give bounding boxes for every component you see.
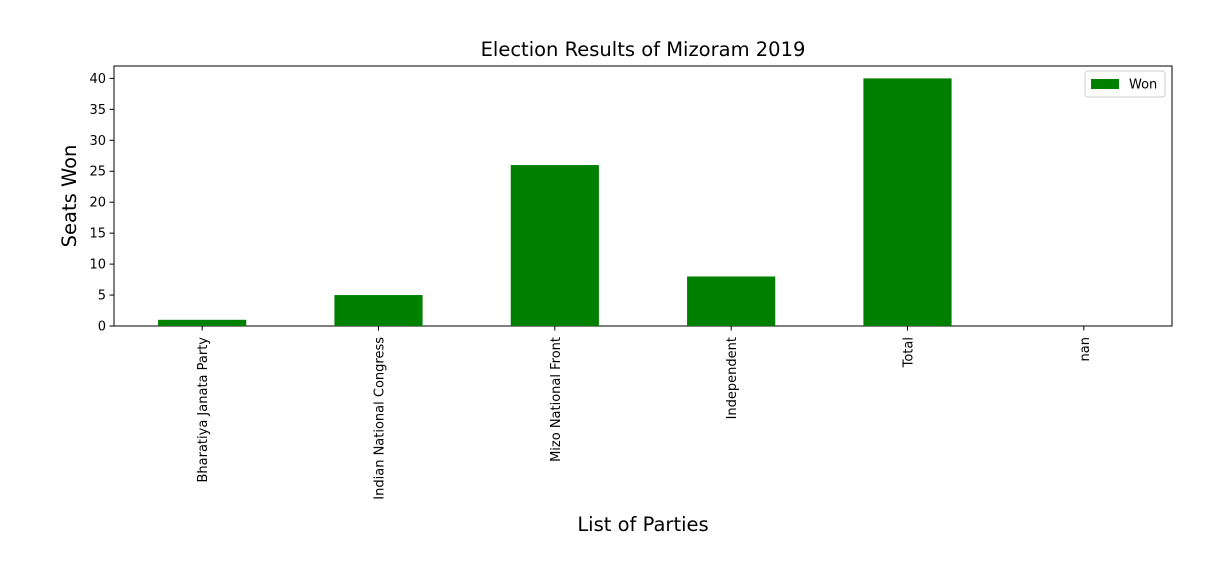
legend-label: Won: [1129, 78, 1157, 93]
legend: Won: [1084, 70, 1166, 98]
y-tick-label: 25: [89, 165, 106, 180]
legend-swatch: [1091, 79, 1119, 89]
y-tick-label: 15: [89, 227, 106, 242]
x-axis: Bharatiya Janata Party Indian National Co…: [196, 326, 1093, 500]
x-tick-label: Independent: [725, 337, 740, 419]
x-tick-label: Indian National Congress: [373, 337, 388, 500]
bar: [510, 165, 599, 326]
bar: [863, 78, 952, 326]
y-tick-label: 5: [98, 289, 106, 304]
x-tick-label: Mizo National Front: [549, 337, 564, 462]
bars-layer: [158, 78, 952, 326]
y-tick-label: 30: [89, 134, 106, 149]
y-tick-label: 40: [89, 72, 106, 87]
bar: [334, 295, 423, 326]
x-axis-label: List of Parties: [577, 513, 708, 536]
x-tick-label: nan: [1078, 337, 1093, 361]
plot-frame: [113, 65, 1173, 327]
x-tick-label: Total: [902, 337, 917, 368]
y-tick-label: 20: [89, 196, 106, 211]
chart-title: Election Results of Mizoram 2019: [481, 38, 806, 61]
y-axis-label: Seats Won: [58, 145, 81, 248]
bar: [687, 276, 776, 326]
y-tick-label: 0: [98, 320, 106, 335]
y-axis: 0 5 10 15 20 25 30 35 40: [89, 72, 114, 335]
bar: [158, 319, 247, 326]
y-tick-label: 35: [89, 103, 106, 118]
x-tick-label: Bharatiya Janata Party: [196, 337, 211, 483]
plot-area: [113, 65, 1173, 327]
legend-box: [1084, 70, 1166, 98]
y-tick-label: 10: [89, 258, 106, 273]
